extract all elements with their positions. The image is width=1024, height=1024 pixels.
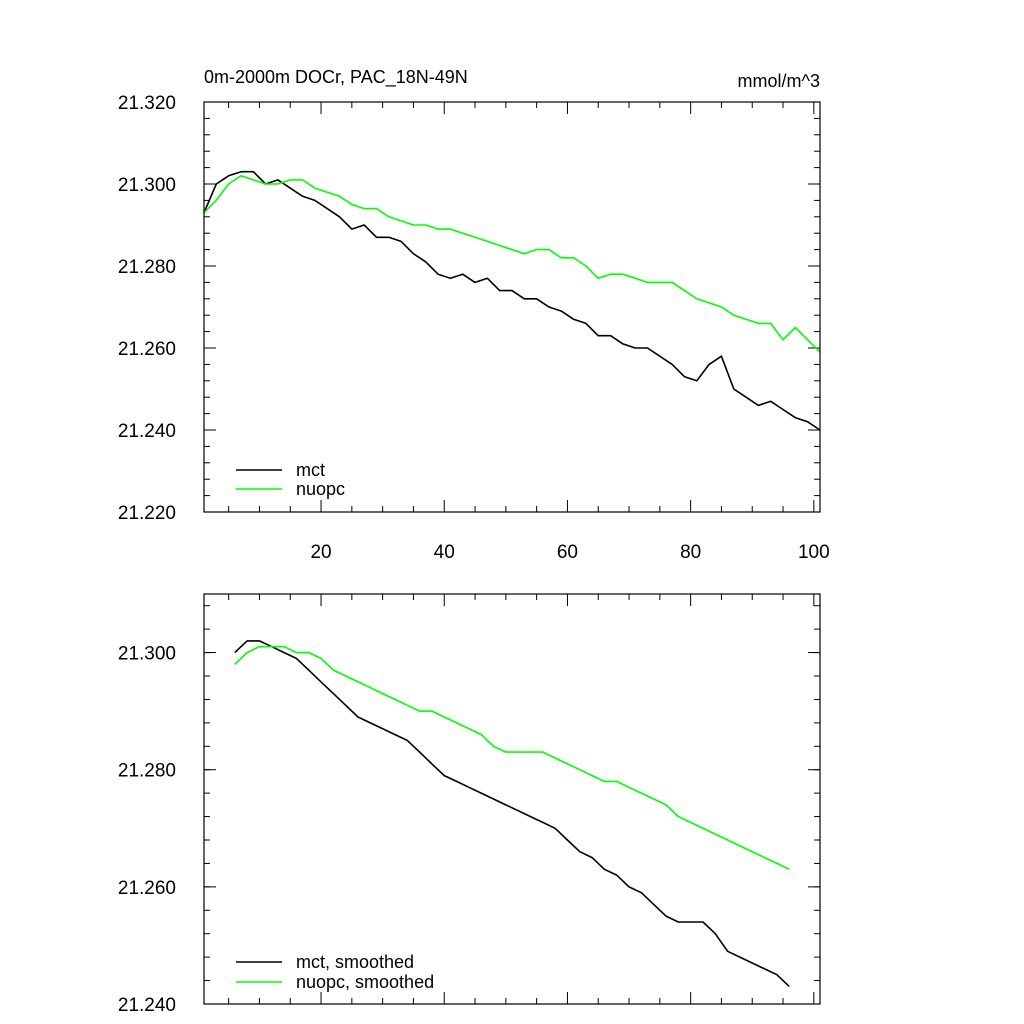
bottom-plot-frame bbox=[203, 593, 821, 1005]
series-line-nuopc-smoothed bbox=[234, 645, 790, 871]
bottom-axes: 21.300 21.280 21.260 21.240 bbox=[118, 594, 820, 1016]
units-label: mmol/m^3 bbox=[738, 71, 820, 91]
y-tick-label: 21.260 bbox=[118, 878, 176, 899]
y-tick-label: 21.280 bbox=[118, 257, 176, 278]
top-panel: 0m-2000m DOCr, PAC_18N-49N mmol/m^3 21.3… bbox=[118, 67, 830, 563]
top-series bbox=[203, 170, 821, 431]
top-plot-frame bbox=[203, 101, 821, 513]
y-tick-label: 21.240 bbox=[118, 995, 176, 1016]
y-tick-label: 21.300 bbox=[118, 644, 176, 665]
y-tick-label: 21.220 bbox=[118, 503, 176, 524]
x-tick-label: 20 bbox=[310, 542, 331, 563]
x-tick-label: 40 bbox=[434, 542, 455, 563]
y-tick-label: 21.260 bbox=[118, 339, 176, 360]
x-tick-label: 100 bbox=[798, 542, 830, 563]
series-line-mct-smoothed bbox=[234, 640, 790, 987]
series-line-mct bbox=[203, 170, 821, 431]
y-tick-label: 21.300 bbox=[118, 175, 176, 196]
legend-label-nuopc-smoothed: nuopc, smoothed bbox=[296, 972, 434, 992]
bottom-legend: mct, smoothed nuopc, smoothed bbox=[236, 952, 434, 992]
x-tick-label: 80 bbox=[680, 542, 701, 563]
legend-label-mct: mct bbox=[296, 460, 325, 480]
y-tick-label: 21.320 bbox=[118, 93, 176, 114]
legend-label-mct-smoothed: mct, smoothed bbox=[296, 952, 414, 972]
y-tick-label: 21.280 bbox=[118, 761, 176, 782]
legend-label-nuopc: nuopc bbox=[296, 479, 345, 499]
series-line-nuopc bbox=[203, 175, 821, 353]
y-tick-label: 21.240 bbox=[118, 421, 176, 442]
chart-title: 0m-2000m DOCr, PAC_18N-49N bbox=[204, 67, 468, 88]
top-legend: mct nuopc bbox=[236, 460, 345, 499]
bottom-series bbox=[234, 640, 790, 987]
x-tick-label: 60 bbox=[557, 542, 578, 563]
bottom-panel: 21.300 21.280 21.260 21.240 mct, smoothed n… bbox=[118, 593, 821, 1016]
top-axes: 21.320 21.300 21.280 21.260 21.240 21.220 20 40… bbox=[118, 93, 830, 563]
